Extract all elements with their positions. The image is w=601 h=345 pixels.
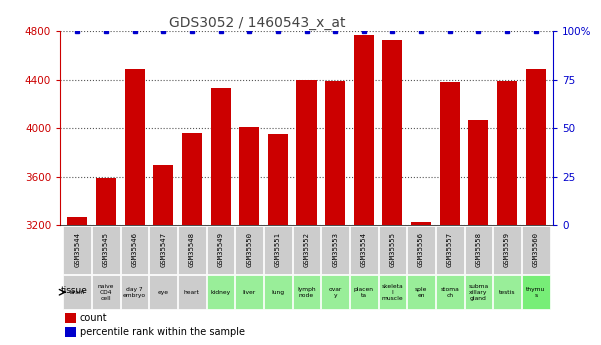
Bar [268, 134, 288, 225]
Bar [293, 275, 320, 309]
Bar [522, 275, 550, 309]
Text: GSM35546: GSM35546 [132, 233, 138, 267]
Text: tissue: tissue [61, 286, 88, 295]
Bar [264, 275, 291, 309]
Bar [436, 275, 463, 309]
Text: GSM35549: GSM35549 [218, 233, 224, 267]
Bar [526, 69, 546, 225]
Text: GSM35550: GSM35550 [246, 233, 252, 267]
Bar [379, 226, 406, 274]
Bar [325, 81, 345, 225]
Text: testis: testis [499, 290, 515, 295]
Bar [522, 226, 550, 274]
Bar [236, 275, 263, 309]
Text: GSM35560: GSM35560 [532, 233, 538, 267]
Bar [436, 226, 463, 274]
Bar [493, 275, 521, 309]
Bar [497, 81, 517, 225]
Title: GDS3052 / 1460543_x_at: GDS3052 / 1460543_x_at [169, 16, 346, 30]
Bar [468, 120, 489, 225]
Bar [239, 127, 259, 225]
Bar [65, 313, 76, 323]
Bar [63, 226, 91, 274]
Bar [236, 226, 263, 274]
Text: lymph
node: lymph node [297, 287, 316, 298]
Bar [465, 275, 492, 309]
Text: placen
ta: placen ta [354, 287, 374, 298]
Bar [124, 69, 145, 225]
Text: GSM35547: GSM35547 [160, 233, 166, 267]
Bar [465, 226, 492, 274]
Text: skeleta
l
muscle: skeleta l muscle [382, 284, 403, 300]
Bar [63, 275, 91, 309]
Bar [207, 275, 234, 309]
Bar [379, 275, 406, 309]
Text: GSM35557: GSM35557 [447, 233, 453, 267]
Bar [350, 275, 377, 309]
Bar [296, 80, 317, 225]
Text: thymu
s: thymu s [526, 287, 545, 298]
Text: lung: lung [271, 290, 284, 295]
Bar [354, 35, 374, 225]
Text: percentile rank within the sample: percentile rank within the sample [80, 327, 245, 337]
Text: GSM35556: GSM35556 [418, 233, 424, 267]
Text: GSM35555: GSM35555 [389, 233, 395, 267]
Bar [150, 226, 177, 274]
Text: GSM35558: GSM35558 [475, 233, 481, 267]
Bar [121, 226, 148, 274]
Bar [121, 275, 148, 309]
Text: naive
CD4
cell: naive CD4 cell [98, 284, 114, 300]
Text: GSM35545: GSM35545 [103, 233, 109, 267]
Text: GSM35552: GSM35552 [304, 233, 310, 267]
Text: eye: eye [157, 290, 169, 295]
Bar [210, 88, 231, 225]
Bar [65, 327, 76, 337]
Text: brain: brain [70, 290, 85, 295]
Text: GSM35553: GSM35553 [332, 233, 338, 267]
Text: GSM35551: GSM35551 [275, 233, 281, 267]
Text: GSM35559: GSM35559 [504, 233, 510, 267]
Bar [92, 275, 120, 309]
Bar [407, 275, 435, 309]
Bar [382, 40, 403, 225]
Bar [350, 226, 377, 274]
Bar [207, 226, 234, 274]
Bar [67, 217, 87, 225]
Text: count: count [80, 313, 108, 323]
Bar [411, 221, 431, 225]
Bar [322, 275, 349, 309]
Text: stoma
ch: stoma ch [441, 287, 459, 298]
Text: day 7
embryo: day 7 embryo [123, 287, 146, 298]
Bar [293, 226, 320, 274]
Bar [182, 133, 202, 225]
Bar [178, 226, 206, 274]
Text: liver: liver [243, 290, 256, 295]
Text: heart: heart [184, 290, 200, 295]
Text: GSM35548: GSM35548 [189, 233, 195, 267]
Text: GSM35554: GSM35554 [361, 233, 367, 267]
Text: kidney: kidney [210, 290, 231, 295]
Bar [92, 226, 120, 274]
Bar [178, 275, 206, 309]
Bar [264, 226, 291, 274]
Bar [96, 178, 116, 225]
Bar [407, 226, 435, 274]
Bar [150, 275, 177, 309]
Text: GSM35544: GSM35544 [75, 233, 81, 267]
Text: sple
en: sple en [415, 287, 427, 298]
Bar [493, 226, 521, 274]
Text: ovar
y: ovar y [329, 287, 342, 298]
Text: subma
xillary
gland: subma xillary gland [468, 284, 489, 300]
Bar [153, 165, 173, 225]
Bar [440, 82, 460, 225]
Bar [322, 226, 349, 274]
